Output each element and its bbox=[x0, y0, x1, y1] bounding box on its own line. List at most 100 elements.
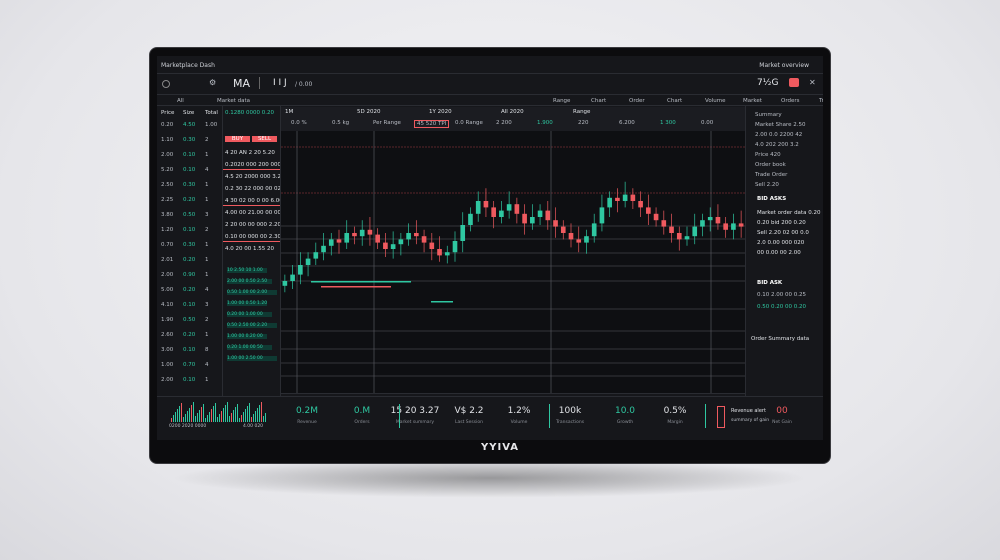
candle-body bbox=[514, 204, 520, 214]
mini-volume-chart bbox=[171, 402, 266, 422]
toolbar-item[interactable]: All bbox=[177, 98, 184, 104]
chart-tab[interactable]: Range bbox=[573, 109, 591, 115]
chart-tab[interactable]: 1Y 2020 bbox=[429, 109, 452, 115]
user-icon[interactable] bbox=[162, 80, 170, 88]
stat-card: 0.5% Margin bbox=[645, 406, 705, 425]
order-book-cell: 4 bbox=[205, 167, 209, 173]
order-book-cell: 2.25 bbox=[161, 197, 174, 203]
candle-body bbox=[661, 220, 667, 227]
toolbar-item[interactable]: Market data bbox=[217, 98, 251, 104]
order-row[interactable]: 4 30 02 00 0 00 6.00 bbox=[225, 198, 283, 204]
candle-body bbox=[560, 226, 566, 233]
candle-body bbox=[537, 210, 543, 217]
toolbar-item[interactable]: Volume bbox=[705, 98, 726, 104]
mini-bar bbox=[241, 415, 242, 422]
mini-bar bbox=[253, 414, 254, 422]
close-icon[interactable]: ✕ bbox=[809, 78, 816, 87]
candle-body bbox=[336, 239, 342, 243]
order-book-cell: 5.20 bbox=[161, 167, 174, 173]
order-row[interactable]: 4.5 20 2000 000 3.20 bbox=[225, 174, 285, 180]
alert-icon[interactable] bbox=[789, 78, 799, 87]
candle-body bbox=[321, 245, 326, 253]
toolbar-item[interactable]: Chart bbox=[667, 98, 683, 104]
toolbar-item[interactable]: Order bbox=[629, 98, 645, 104]
stat-divider bbox=[399, 404, 400, 428]
candle-body bbox=[676, 233, 682, 240]
stat-label: Market summary bbox=[395, 420, 435, 425]
order-row-filled[interactable]: 1.00 00 0.20 00 bbox=[227, 334, 267, 339]
toolbar-item[interactable]: Market bbox=[743, 98, 762, 104]
ask-row[interactable]: Sell 2.20 02 00 0.0 bbox=[757, 230, 809, 236]
chart-stat: 2 200 bbox=[496, 120, 512, 126]
mini-bar bbox=[179, 406, 180, 422]
order-row[interactable]: 4.00 00 21.00 00 00 bbox=[225, 210, 281, 216]
order-row-filled[interactable]: 10 2.50 10 1.00 bbox=[227, 268, 267, 273]
ask-row[interactable]: 0.20 bid 200 0.20 bbox=[757, 220, 806, 226]
chart-stat: 0.00 bbox=[701, 120, 714, 126]
mini-bar bbox=[203, 404, 204, 422]
chart-stat: 220 bbox=[578, 120, 589, 126]
indicator-bar bbox=[311, 281, 391, 283]
order-row-filled[interactable]: 0.20 1.00 00 50 bbox=[227, 345, 272, 350]
mini-bar bbox=[259, 405, 260, 422]
order-book-cell: 0.30 bbox=[183, 137, 196, 143]
ask-row[interactable]: 00 0.00 00 2.00 bbox=[757, 250, 801, 256]
mini-bar bbox=[191, 405, 192, 422]
sell-button[interactable]: SELL bbox=[252, 136, 277, 142]
toolbar-item[interactable]: Range bbox=[553, 98, 571, 104]
mini-bar bbox=[263, 416, 264, 422]
candle-body bbox=[367, 229, 373, 235]
column-header: Price bbox=[161, 110, 175, 116]
ask-row[interactable]: 2.0 0.00 000 020 bbox=[757, 240, 805, 246]
toolbar-item[interactable]: Orders bbox=[781, 98, 800, 104]
mini-bar bbox=[247, 406, 248, 422]
candle-body bbox=[591, 223, 597, 237]
ask-row[interactable]: Market order data 0.20 bbox=[757, 210, 821, 216]
order-divider bbox=[223, 241, 280, 242]
mini-bar bbox=[209, 412, 210, 422]
chart-tab[interactable]: 5D 2020 bbox=[357, 109, 381, 115]
candle-body bbox=[646, 207, 651, 214]
ticker: I I J bbox=[273, 78, 287, 88]
candle-body bbox=[723, 223, 728, 230]
order-row[interactable]: 2 20 00 00 000 2.20 bbox=[225, 222, 281, 228]
order-row-filled[interactable]: 1.00 00 2.50 00 bbox=[227, 356, 277, 361]
order-row[interactable]: 0.10 00 000 00 2.30 bbox=[225, 234, 281, 240]
chart-tab[interactable]: All 2020 bbox=[501, 109, 524, 115]
candle-body bbox=[328, 239, 334, 246]
candlestick-chart[interactable] bbox=[281, 131, 745, 393]
order-row-filled[interactable]: 0.50 1.00 00 2.00 bbox=[227, 290, 277, 295]
toolbar-item[interactable]: Trade bbox=[819, 98, 823, 104]
stat-label: Last Session bbox=[455, 420, 483, 425]
logo: MA bbox=[233, 77, 251, 90]
order-book-cell: 3.80 bbox=[161, 212, 174, 218]
candle-body bbox=[475, 201, 481, 214]
bid-row[interactable]: 0.50 0.20 00 0.20 bbox=[757, 304, 806, 310]
header-price: 7½G bbox=[757, 78, 779, 88]
order-row-filled[interactable]: 0.50 2.50 00 2.20 bbox=[227, 323, 277, 328]
order-row-filled[interactable]: 2.00 00 0.50 2.50 bbox=[227, 279, 272, 284]
candle-body bbox=[298, 265, 303, 275]
alert-title: Revenue alert bbox=[731, 408, 766, 414]
stat-value: 0.2M bbox=[295, 406, 319, 416]
candle-body bbox=[398, 239, 404, 245]
order-row[interactable]: 4.0 20 00 1.55 20 bbox=[225, 246, 274, 252]
order-row[interactable]: 0.2020 000 200 000 bbox=[225, 162, 281, 168]
order-book-cell: 1 bbox=[205, 242, 209, 248]
order-row-filled[interactable]: 1.00 00 0.50 1.20 bbox=[227, 301, 268, 306]
order-row-filled[interactable]: 0.20 00 1.00 00 bbox=[227, 312, 272, 317]
order-book-cell: 1.20 bbox=[161, 227, 174, 233]
order-row[interactable]: 0.2 30 22 000 00 020 bbox=[225, 186, 285, 192]
settings-icon[interactable]: ⚙ bbox=[209, 78, 217, 87]
buy-button[interactable]: BUY bbox=[225, 136, 250, 142]
order-book-cell: 1 bbox=[205, 182, 209, 188]
toolbar-item[interactable]: Chart bbox=[591, 98, 607, 104]
mini-bar bbox=[239, 418, 240, 422]
stat-value: 15 20 3.27 bbox=[390, 406, 440, 416]
bid-row[interactable]: 0.10 2.00 00 0.25 bbox=[757, 292, 806, 298]
stat-value: V$ 2.2 bbox=[454, 406, 484, 416]
market-summary-panel: Summary Market Share 2.50 2.00 0.0 2200 42… bbox=[747, 108, 823, 398]
chart-tab[interactable]: 1M bbox=[285, 109, 294, 115]
candle-body bbox=[406, 233, 411, 240]
order-row[interactable]: 4 20 AN 2 20 5.20 bbox=[225, 150, 275, 156]
